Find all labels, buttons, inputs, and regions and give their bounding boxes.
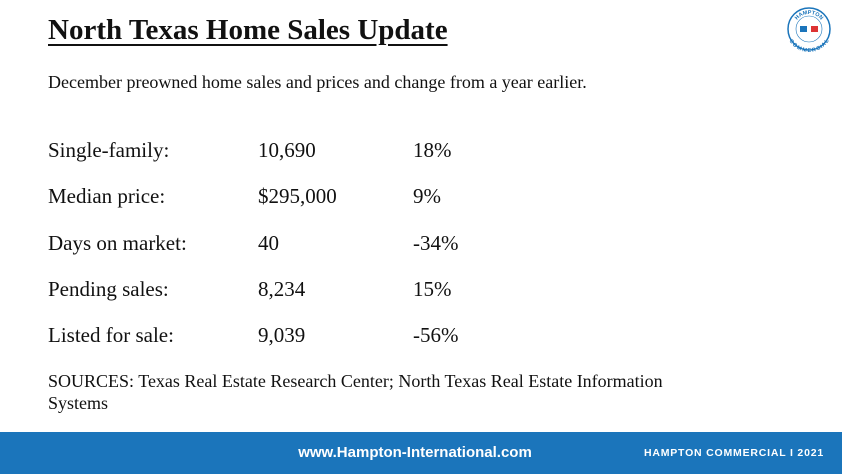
svg-text:HAMPTON: HAMPTON (794, 10, 824, 21)
footer-url[interactable]: www.Hampton-International.com (298, 444, 532, 461)
footer: www.Hampton-International.com HAMPTON CO… (0, 432, 842, 474)
row-value: 10,690 (258, 138, 316, 162)
row-change: 15% (413, 276, 452, 301)
row-change: 18% (413, 138, 452, 162)
row-value: $295,000 (258, 184, 337, 209)
row-label: Pending sales: (48, 276, 169, 301)
row-value: 40 (258, 230, 279, 255)
row-value: 9,039 (258, 323, 306, 348)
row-label: Single-family: (48, 138, 170, 162)
footer-brand: HAMPTON COMMERCIAL I 2021 (643, 447, 824, 459)
row-change: -34% (413, 230, 459, 255)
row-label: Listed for sale: (48, 323, 174, 348)
row-label: Days on market: (48, 230, 187, 255)
sources: SOURCES: Texas Real Estate Research Cent… (48, 371, 663, 413)
row-value: 8,234 (258, 276, 306, 301)
logo-text: HAMPTON (794, 10, 824, 21)
row-change: 9% (413, 184, 441, 209)
logo: HAMPTON COMMERCIAL (787, 7, 831, 52)
row-label: Median price: (48, 184, 166, 209)
row-change: -56% (413, 323, 459, 348)
subtitle: December preowned home sales and prices … (48, 72, 587, 92)
title: North Texas Home Sales Update (48, 14, 448, 46)
